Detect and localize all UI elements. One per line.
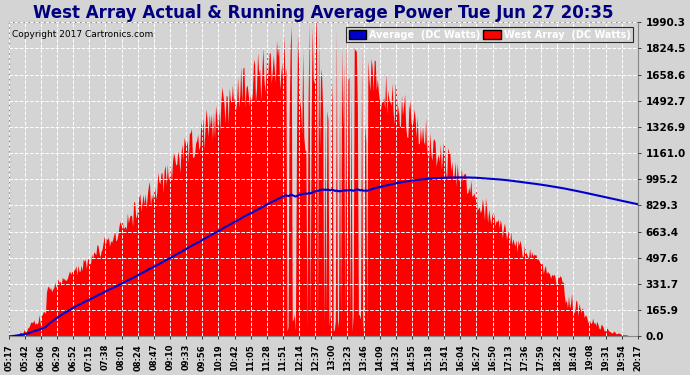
Text: Copyright 2017 Cartronics.com: Copyright 2017 Cartronics.com <box>12 30 153 39</box>
Legend: Average  (DC Watts), West Array  (DC Watts): Average (DC Watts), West Array (DC Watts… <box>346 27 633 42</box>
Title: West Array Actual & Running Average Power Tue Jun 27 20:35: West Array Actual & Running Average Powe… <box>33 4 613 22</box>
